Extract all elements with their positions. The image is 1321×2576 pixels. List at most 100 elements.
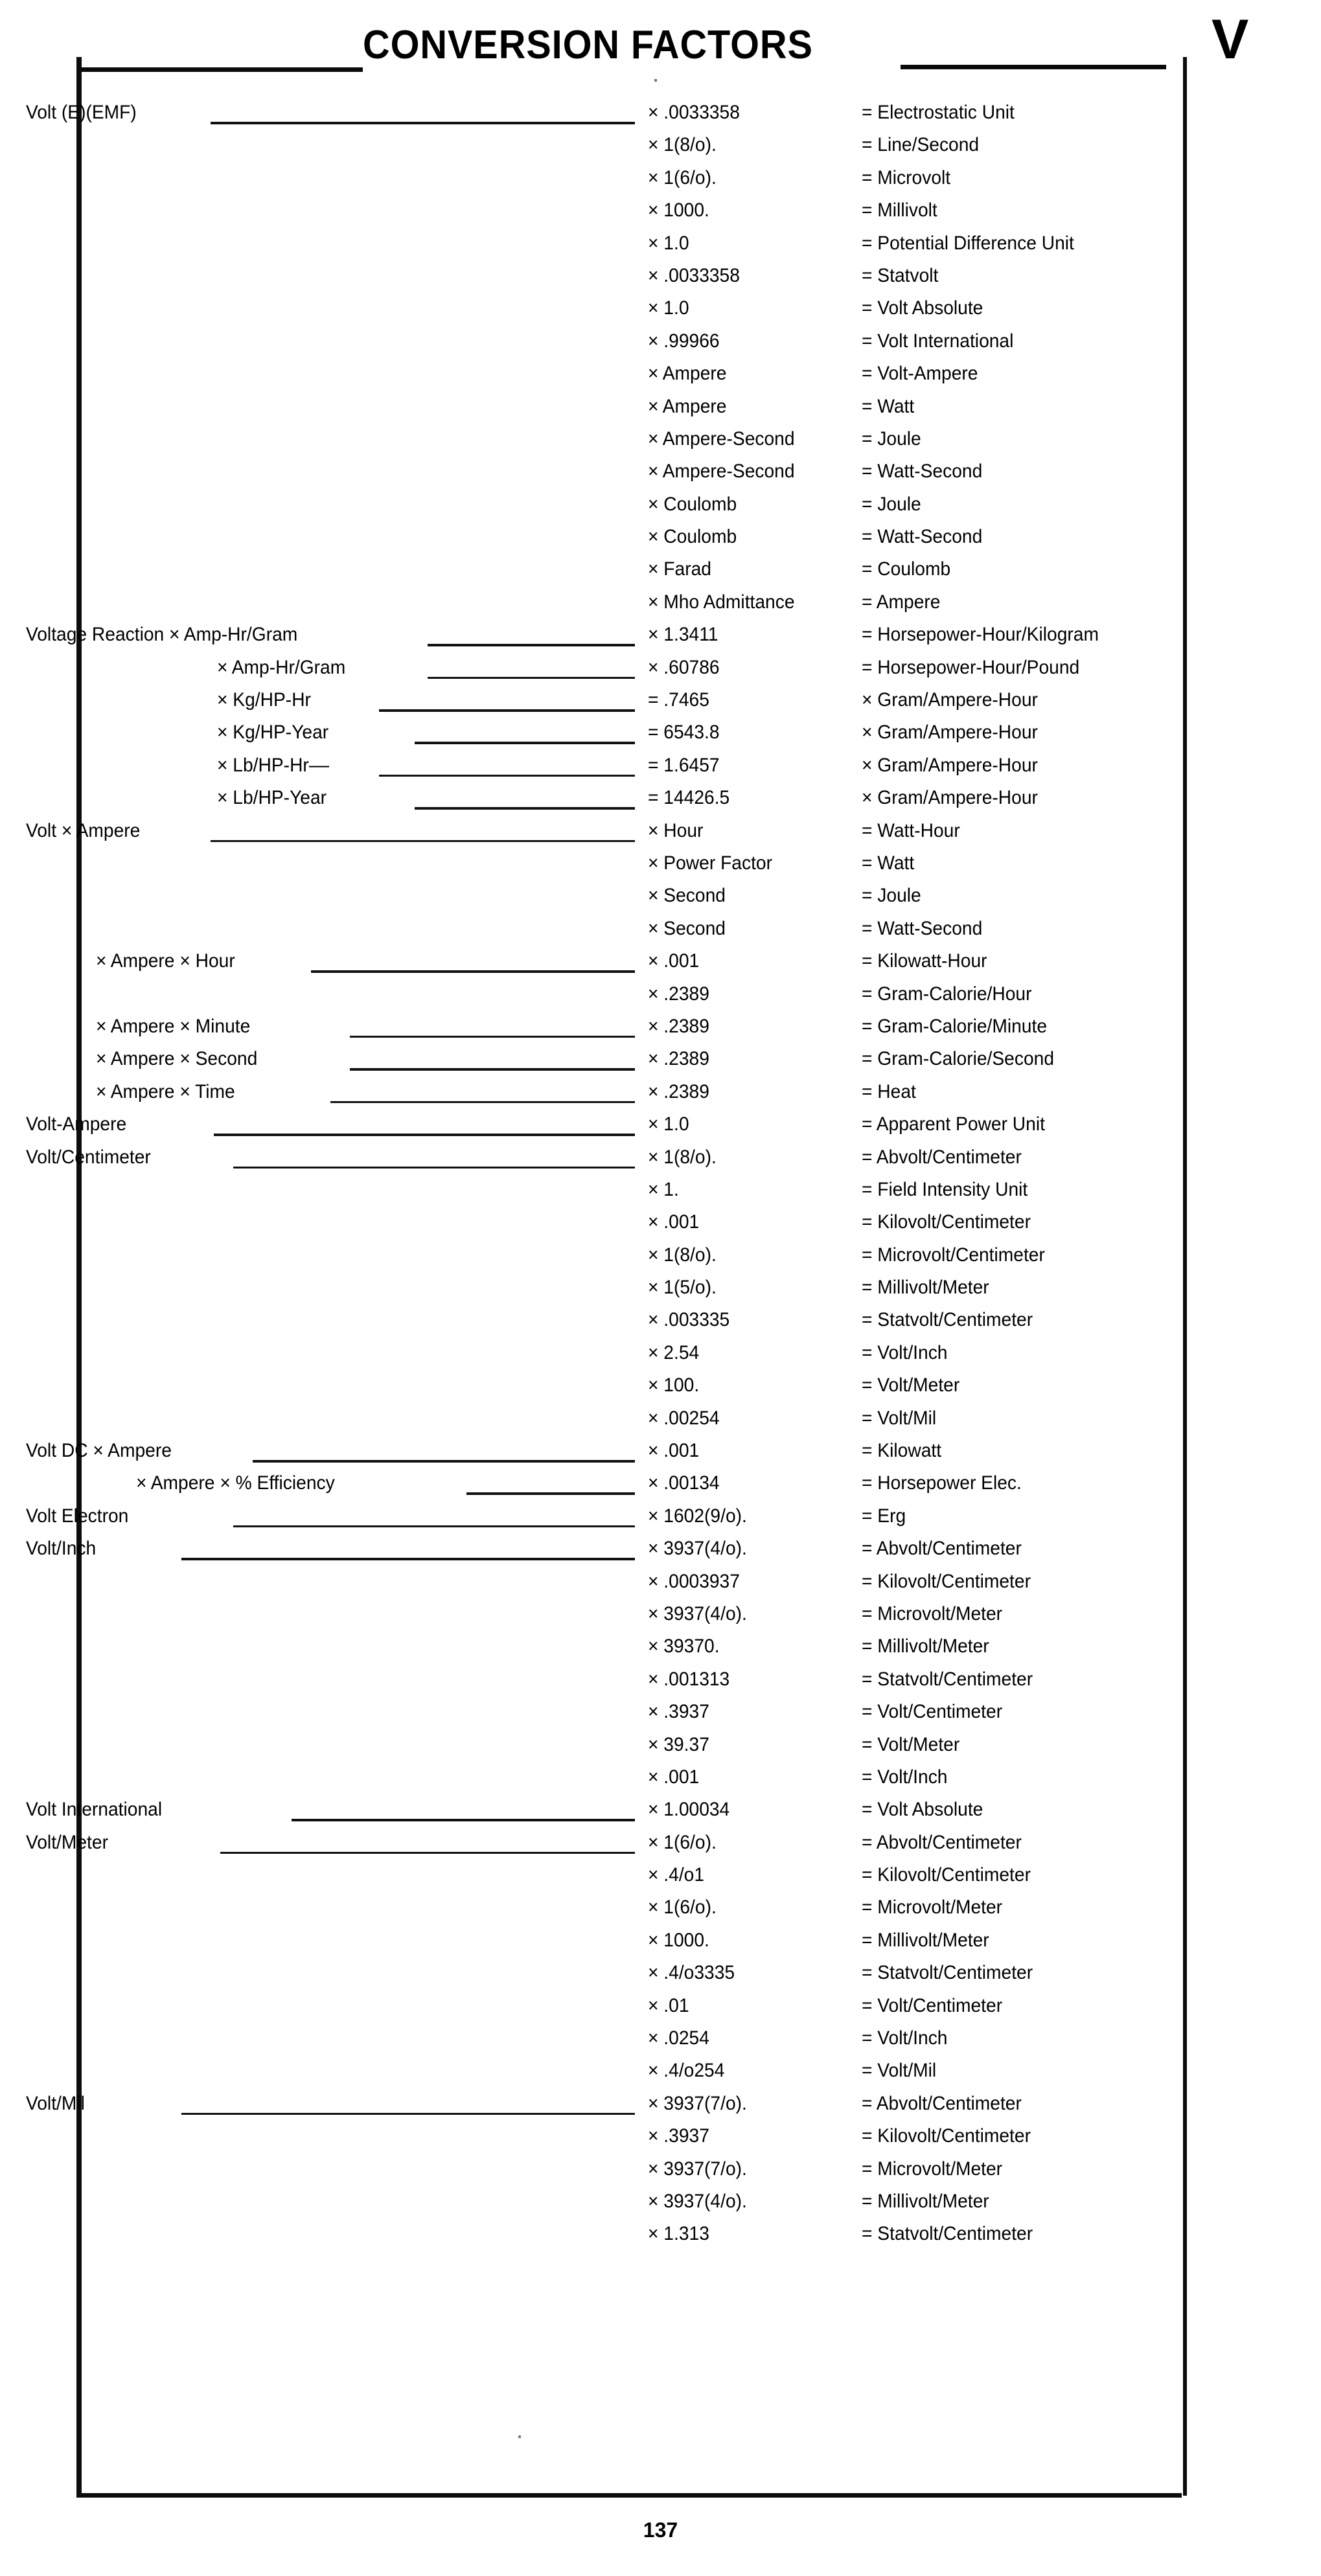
row-factor: × 1.00034 <box>648 1799 730 1821</box>
leader-line <box>211 839 635 843</box>
table-row: × 39.37 = Volt/Meter <box>0 1729 1321 1762</box>
row-factor: × 1. <box>648 1178 679 1200</box>
leader-line <box>233 1166 635 1168</box>
table-row: × Ampere = Volt-Ampere <box>0 358 1321 391</box>
table-row: Volt DC × Ampere × .001 = Kilowatt <box>0 1435 1321 1468</box>
table-row: Volt/Mil × 3937(7/o). = Abvolt/Centimeter <box>0 2088 1321 2121</box>
row-factor: × 1.313 <box>648 2223 709 2245</box>
table-row: × Ampere × Second × .2389 = Gram-Calorie/S… <box>0 1043 1321 1076</box>
row-unit: = Watt-Second <box>862 526 983 548</box>
table-row: Volt International × 1.00034 = Volt Absolu… <box>0 1794 1321 1827</box>
row-unit: = Microvolt/Meter <box>862 2158 1003 2180</box>
table-row: Volt-Ampere × 1.0 = Apparent Power Unit <box>0 1109 1321 1141</box>
row-factor: × Ampere-Second <box>648 427 795 450</box>
row-unit: = Statvolt/Centimeter <box>862 1309 1033 1331</box>
row-unit: = Volt/Mil <box>862 2060 937 2082</box>
table-row: × Ampere × Minute × .2389 = Gram-Calorie/M… <box>0 1011 1321 1043</box>
row-factor: × .001 <box>648 1766 700 1788</box>
page-title: CONVERSION FACTORS <box>363 23 813 67</box>
leader-line <box>311 970 635 973</box>
row-factor: × .001313 <box>648 1668 730 1690</box>
row-factor: × 2.54 <box>648 1341 700 1363</box>
table-row: × Ampere-Second = Joule <box>0 424 1321 456</box>
row-unit: = Microvolt/Meter <box>862 1897 1003 1919</box>
scan-speck <box>654 79 657 82</box>
row-unit: = Microvolt <box>862 166 951 188</box>
row-unit: = Kilovolt/Centimeter <box>862 1864 1031 1886</box>
row-label: Volt (E)(EMF) <box>26 102 137 123</box>
table-row: × 1(5/o). = Millivolt/Meter <box>0 1272 1321 1305</box>
row-factor: × 3937(4/o). <box>648 2191 747 2212</box>
row-unit: = Potential Difference Unit <box>862 232 1074 254</box>
row-factor: × 1.0 <box>648 1113 689 1135</box>
row-unit: = Gram-Calorie/Minute <box>862 1015 1048 1037</box>
row-unit: = Millivolt/Meter <box>862 1636 989 1658</box>
row-factor: × 1.3411 <box>648 624 718 646</box>
table-row: × .4/o3335 = Statvolt/Centimeter <box>0 1957 1321 1990</box>
table-row: × 1(6/o). = Microvolt <box>0 163 1321 195</box>
leader-line <box>379 774 635 777</box>
table-row: × Ampere × % Efficiency × .00134 = Horsepo… <box>0 1468 1321 1500</box>
row-factor: × .0254 <box>648 2027 709 2049</box>
content-frame <box>76 57 1187 2496</box>
table-row: × .001313 = Statvolt/Centimeter <box>0 1664 1321 1696</box>
row-unit: = Abvolt/Centimeter <box>862 1538 1022 1560</box>
row-unit: = Watt <box>862 395 915 417</box>
row-label: Volt/Centimeter <box>26 1146 151 1168</box>
row-unit: = Volt/Inch <box>862 1766 948 1788</box>
row-factor: × .2389 <box>648 1080 709 1102</box>
row-unit: = Volt/Centimeter <box>862 1701 1003 1723</box>
title-rule-right <box>901 65 1166 69</box>
table-row: × 1.0 = Potential Difference Unit <box>0 228 1321 260</box>
table-row: Volt/Inch × 3937(4/o). = Abvolt/Centimeter <box>0 1533 1321 1566</box>
row-factor: × .60786 <box>648 656 720 678</box>
row-label: × Ampere × Hour <box>96 950 235 972</box>
row-unit: = Volt Absolute <box>862 297 983 319</box>
row-label: Volt/Inch <box>26 1538 97 1560</box>
row-factor: × 1000. <box>648 1929 709 1951</box>
table-row: × Farad = Coulomb <box>0 554 1321 586</box>
row-unit: = Volt/Mil <box>862 1407 937 1429</box>
table-row: × Lb/HP-Hr–– = 1.6457 × Gram/Ampere-Hour <box>0 750 1321 782</box>
leader-line <box>415 742 635 744</box>
row-factor: × .0003937 <box>648 1570 740 1592</box>
row-factor: × .0033358 <box>648 102 740 123</box>
row-factor: = 1.6457 <box>648 754 720 776</box>
row-unit: = Volt/Meter <box>862 1374 960 1396</box>
scan-speck <box>518 2435 521 2438</box>
row-factor: × 3937(4/o). <box>648 1538 747 1560</box>
table-row: × .001 = Kilovolt/Centimeter <box>0 1207 1321 1239</box>
table-row: × 1.0 = Volt Absolute <box>0 293 1321 325</box>
table-row: × .3937 = Volt/Centimeter <box>0 1696 1321 1729</box>
table-row: × .4/o1 = Kilovolt/Centimeter <box>0 1860 1321 1892</box>
row-unit: = Statvolt <box>862 264 939 286</box>
row-label: Volt/Meter <box>26 1831 108 1853</box>
table-row: × 3937(4/o). = Microvolt/Meter <box>0 1599 1321 1631</box>
row-unit: = Horsepower-Hour/Kilogram <box>862 624 1099 646</box>
row-unit: = Volt Absolute <box>862 1799 983 1821</box>
row-unit: = Statvolt/Centimeter <box>862 1668 1033 1690</box>
row-unit: = Line/Second <box>862 134 980 156</box>
table-row: Voltage Reaction × Amp-Hr/Gram × 1.3411 = … <box>0 619 1321 652</box>
row-unit: = Watt <box>862 852 915 874</box>
row-unit: = Volt/Meter <box>862 1733 960 1755</box>
row-unit: = Microvolt/Meter <box>862 1602 1003 1624</box>
row-label: Volt × Ampere <box>26 819 141 841</box>
row-unit: = Watt-Second <box>862 917 983 939</box>
table-row: × Ampere = Watt <box>0 391 1321 424</box>
section-letter: V <box>1212 8 1249 71</box>
row-label: Volt/Mil <box>26 2092 85 2114</box>
row-label: × Lb/HP-Hr–– <box>217 754 330 776</box>
leader-line <box>415 807 635 810</box>
table-row: × .003335 = Statvolt/Centimeter <box>0 1305 1321 1337</box>
table-row: × Second = Watt-Second <box>0 913 1321 946</box>
leader-line <box>466 1492 635 1495</box>
leader-line <box>350 1068 635 1071</box>
row-factor: × .4/o1 <box>648 1864 705 1886</box>
row-unit: = Gram-Calorie/Hour <box>862 983 1032 1005</box>
row-unit: = Heat <box>862 1080 916 1102</box>
conversion-table: Volt (E)(EMF) × .0033358 = Electrostatic U… <box>0 97 1321 2251</box>
table-row: × Coulomb = Joule <box>0 489 1321 521</box>
row-unit: = Ampere <box>862 591 941 613</box>
